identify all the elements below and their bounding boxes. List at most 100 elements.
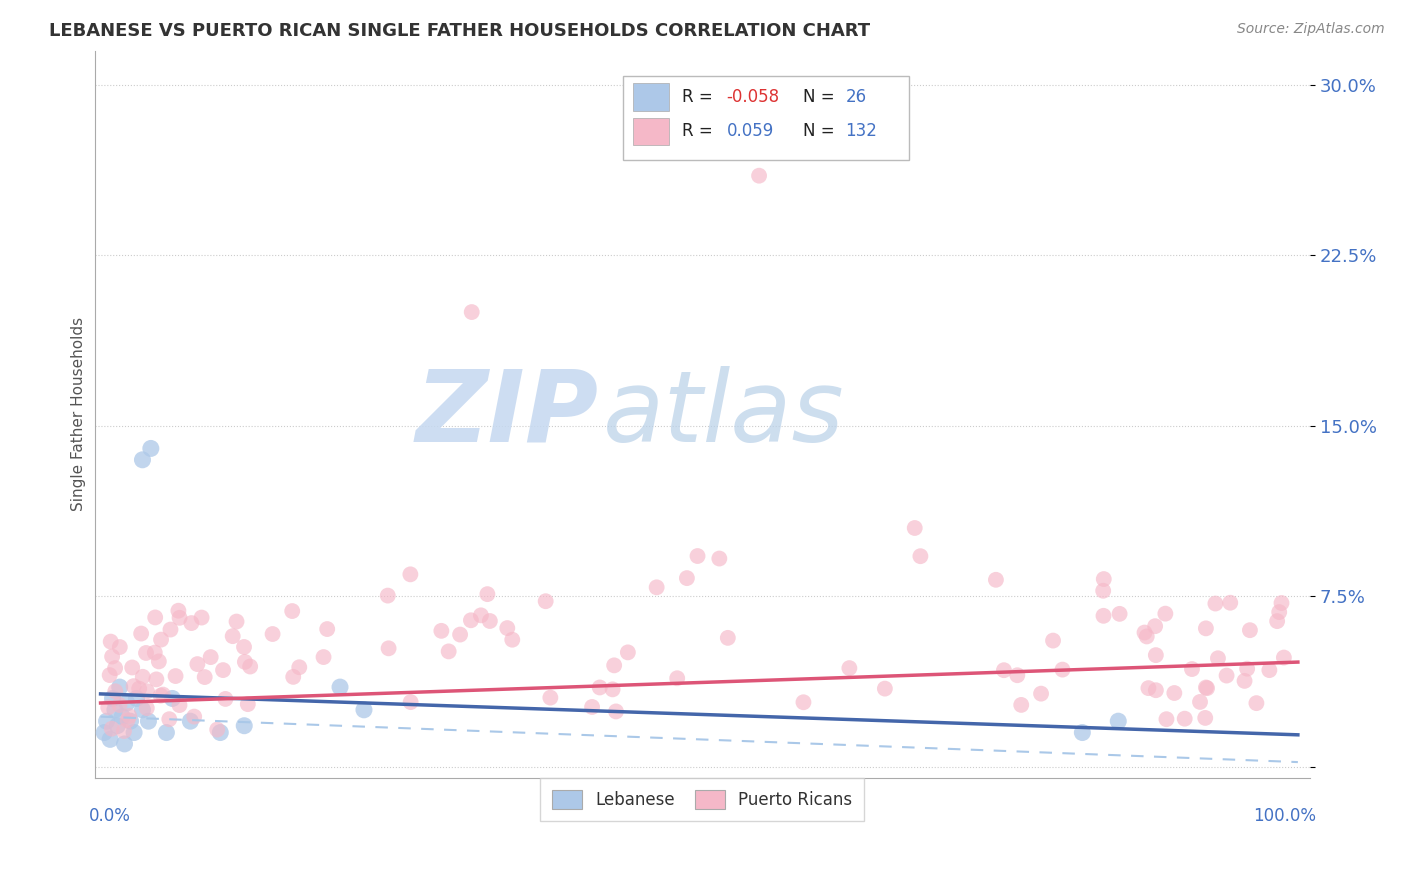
- Point: [792, 695, 814, 709]
- Point: [399, 695, 422, 709]
- Point: [1215, 668, 1237, 682]
- Point: [1197, 681, 1219, 695]
- Point: [838, 661, 860, 675]
- Point: [1195, 681, 1218, 695]
- Bar: [633, 84, 669, 111]
- Point: [589, 681, 612, 695]
- Point: [139, 442, 162, 456]
- Point: [984, 573, 1007, 587]
- Point: [138, 714, 160, 729]
- Point: [100, 634, 122, 648]
- Point: [686, 549, 709, 563]
- Point: [1144, 683, 1167, 698]
- Legend: Lebanese, Puerto Ricans: Lebanese, Puerto Ricans: [540, 778, 865, 821]
- Point: [145, 673, 167, 687]
- Point: [1206, 651, 1229, 665]
- Point: [281, 604, 304, 618]
- Text: atlas: atlas: [603, 366, 844, 463]
- Point: [122, 725, 145, 739]
- Point: [1270, 596, 1292, 610]
- Point: [225, 615, 247, 629]
- Point: [1246, 696, 1268, 710]
- Point: [1144, 648, 1167, 662]
- Point: [581, 700, 603, 714]
- Point: [1010, 698, 1032, 712]
- Point: [129, 626, 152, 640]
- Text: R =: R =: [682, 121, 717, 140]
- Point: [212, 663, 235, 677]
- Point: [125, 691, 148, 706]
- Point: [1092, 583, 1115, 598]
- Point: [167, 604, 190, 618]
- Point: [122, 679, 145, 693]
- Point: [121, 660, 143, 674]
- Point: [1042, 633, 1064, 648]
- Point: [186, 657, 208, 672]
- Text: 26: 26: [845, 87, 866, 105]
- Point: [910, 549, 932, 564]
- Point: [179, 714, 201, 729]
- Point: [1194, 711, 1216, 725]
- Point: [449, 627, 471, 641]
- Point: [135, 646, 157, 660]
- Point: [1204, 597, 1226, 611]
- Point: [1195, 621, 1218, 635]
- Point: [605, 705, 627, 719]
- Text: 0.0%: 0.0%: [89, 807, 131, 825]
- Point: [165, 669, 187, 683]
- Point: [1007, 668, 1029, 682]
- Point: [239, 659, 262, 673]
- Point: [136, 684, 159, 698]
- Point: [1108, 607, 1130, 621]
- Point: [603, 658, 626, 673]
- Point: [676, 571, 699, 585]
- Point: [169, 611, 191, 625]
- Text: 100.0%: 100.0%: [1253, 807, 1316, 825]
- Point: [98, 668, 121, 682]
- Point: [98, 732, 121, 747]
- Point: [873, 681, 896, 696]
- Point: [1137, 681, 1160, 695]
- Point: [399, 567, 422, 582]
- Point: [288, 660, 311, 674]
- Point: [602, 682, 624, 697]
- Point: [993, 663, 1015, 677]
- Point: [222, 629, 245, 643]
- Point: [114, 737, 136, 751]
- Point: [236, 697, 259, 711]
- Text: ZIP: ZIP: [416, 366, 599, 463]
- Point: [461, 305, 484, 319]
- Point: [1189, 695, 1212, 709]
- Point: [115, 696, 138, 710]
- Point: [1107, 714, 1129, 729]
- Point: [108, 680, 131, 694]
- Point: [1233, 673, 1256, 688]
- Point: [709, 551, 731, 566]
- Point: [645, 580, 668, 594]
- Point: [112, 724, 135, 739]
- Point: [316, 622, 339, 636]
- Point: [534, 594, 557, 608]
- Point: [1029, 687, 1052, 701]
- Point: [377, 589, 399, 603]
- Text: 132: 132: [845, 121, 877, 140]
- Text: N =: N =: [803, 121, 839, 140]
- Point: [1156, 712, 1178, 726]
- Point: [148, 654, 170, 668]
- Point: [1092, 608, 1115, 623]
- Point: [717, 631, 740, 645]
- Point: [1181, 662, 1204, 676]
- Point: [1268, 605, 1291, 619]
- Point: [120, 714, 142, 729]
- Point: [1174, 712, 1197, 726]
- Point: [233, 640, 256, 654]
- Point: [437, 644, 460, 658]
- FancyBboxPatch shape: [623, 76, 908, 160]
- Point: [538, 690, 561, 705]
- Point: [1154, 607, 1177, 621]
- Point: [1144, 619, 1167, 633]
- Point: [470, 608, 492, 623]
- Text: R =: R =: [682, 87, 717, 105]
- Point: [1239, 623, 1261, 637]
- Point: [149, 689, 172, 703]
